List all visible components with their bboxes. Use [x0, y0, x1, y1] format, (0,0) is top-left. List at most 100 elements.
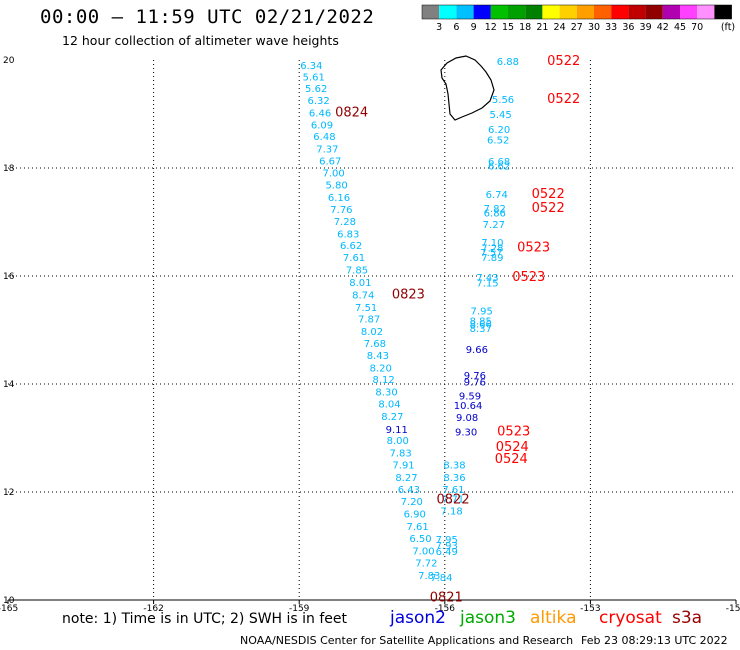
cryosat-value-label: 0522 [532, 187, 565, 202]
jason3-value-label: 7.85 [346, 266, 368, 277]
jason3-value-label: 7.84 [430, 573, 452, 584]
colorbar-tick-label: 36 [622, 22, 634, 33]
cryosat-value-label: 0522 [547, 54, 580, 69]
jason3-value-label: 8.27 [381, 412, 403, 423]
colorbar-cell [508, 5, 526, 19]
y-tick-label: 16 [3, 272, 15, 282]
jason3-value-label: 8.12 [373, 375, 395, 386]
jason3-value-label: 7.61 [343, 253, 365, 264]
x-tick-label: -153 [580, 604, 600, 614]
jason3-value-label: 8.02 [361, 327, 383, 338]
jason3-value-label: 5.56 [492, 95, 514, 106]
big-island-coastline [440, 55, 495, 121]
jason3-value-label: 8.38 [443, 460, 465, 471]
colorbar-tick-label: 70 [691, 22, 703, 33]
jason3-value-label: 7.18 [440, 506, 462, 517]
x-tick-label: -156 [435, 604, 456, 614]
footer-timestamp: Feb 23 08:29:13 UTC 2022 [581, 634, 728, 647]
colorbar-cell [645, 5, 663, 19]
colorbar-cell [490, 5, 508, 19]
jason3-value-label: 7.28 [334, 217, 356, 228]
legend-jason3: jason3 [460, 608, 516, 628]
jason3-value-label: 6.49 [436, 547, 458, 558]
cryosat-value-label: 0523 [517, 240, 550, 255]
y-tick-label: 12 [3, 488, 14, 498]
wave-height-labels: 6.345.615.626.326.466.096.487.376.677.00… [300, 54, 580, 605]
colorbar-tick-label: 24 [554, 22, 566, 33]
colorbar-cell [576, 5, 594, 19]
jason3-value-label: 6.86 [484, 208, 506, 219]
jason3-value-label: 7.00 [323, 168, 345, 179]
jason3-value-label: 7.95 [436, 535, 458, 546]
jason3-value-label: 8.36 [443, 473, 465, 484]
jason3-value-label: 7.95 [471, 307, 493, 318]
jason2-value-label: 10.64 [454, 401, 483, 412]
jason3-value-label: 7.76 [330, 205, 352, 216]
jason3-value-label: 7.93 [436, 541, 458, 552]
page-subtitle: 12 hour collection of altimeter wave hei… [62, 33, 339, 48]
colorbar-cell [662, 5, 680, 19]
jason3-value-label: 6.09 [311, 120, 333, 131]
jason3-value-label: 8.20 [370, 363, 392, 374]
jason2-value-label: 9.76 [464, 371, 486, 382]
jason3-value-label: 7.37 [316, 145, 338, 156]
legend-cryosat: cryosat [599, 608, 662, 628]
jason3-value-label: 7.89 [481, 253, 503, 264]
jason3-value-label: 8.30 [375, 388, 397, 399]
page-title: 00:00 – 11:59 UTC 02/21/2022 [40, 6, 375, 28]
colorbar-cell [594, 5, 612, 19]
y-tick-label: 20 [3, 56, 15, 66]
colorbar-cell [542, 5, 560, 19]
jason3-value-label: 8.27 [395, 473, 417, 484]
jason3-value-label: 8.74 [352, 290, 374, 301]
jason3-value-label: 7.83 [418, 571, 440, 582]
colorbar-frame [421, 4, 732, 20]
colorbar-tick-label: 30 [588, 22, 600, 33]
jason3-value-label: 6.62 [340, 241, 362, 252]
jason3-value-label: 6.32 [307, 96, 329, 107]
colorbar-cell [473, 5, 491, 19]
s3a-value-label: 0824 [335, 105, 368, 120]
jason3-value-label: 7.83 [390, 449, 412, 460]
jason3-value-label: 7.82 [484, 204, 506, 215]
colorbar-cell [628, 5, 646, 19]
jason3-value-label: 6.90 [404, 510, 426, 521]
s3a-value-label: 0822 [437, 493, 470, 508]
cryosat-value-label: 0524 [496, 440, 529, 455]
jason3-value-label: 6.83 [337, 229, 359, 240]
colorbar-cell [680, 5, 698, 19]
cryosat-value-label: 0524 [495, 452, 528, 467]
jason3-value-label: 7.61 [442, 485, 464, 496]
colorbar-tick-label: 39 [640, 22, 652, 33]
y-tick-label: 18 [3, 164, 15, 174]
jason3-value-label: 7.00 [412, 546, 434, 557]
jason3-value-label: 6.20 [488, 125, 510, 136]
cryosat-value-label: 0523 [512, 270, 545, 285]
legend-s3a: s3a [672, 608, 703, 628]
colorbar-cell [456, 5, 474, 19]
colorbar-cell [525, 5, 543, 19]
colorbar-cell [422, 5, 440, 19]
colorbar: 3 6 9 12 15 18 21 24 27 30 33 36 39 42 45 70 (ft) [421, 4, 735, 33]
colorbar-cell [559, 5, 577, 19]
jason3-value-label: 6.43 [398, 485, 420, 496]
jason2-value-label: 9.76 [464, 377, 486, 388]
jason3-value-label: 6.62 [488, 161, 510, 172]
jason3-value-label: 7.91 [392, 460, 414, 471]
jason3-value-label: 6.67 [319, 156, 341, 167]
jason3-value-label: 6.48 [313, 132, 335, 143]
colorbar-tick-label: 15 [502, 22, 514, 33]
x-tick-label: -165 [0, 604, 18, 614]
colorbar-cell [697, 5, 715, 19]
s3a-value-label: 0821 [430, 590, 463, 605]
jason2-value-label: 9.59 [459, 391, 481, 402]
cryosat-value-label: 0522 [547, 92, 580, 107]
jason3-value-label: 5.80 [325, 181, 347, 192]
jason3-value-label: 8.43 [367, 351, 389, 362]
y-tick-label: 14 [3, 380, 15, 390]
jason3-value-label: 7.10 [481, 238, 503, 249]
jason3-value-label: 6.16 [328, 193, 350, 204]
jason2-value-label: 9.30 [455, 428, 477, 439]
jason3-value-label: 6.74 [486, 190, 508, 201]
